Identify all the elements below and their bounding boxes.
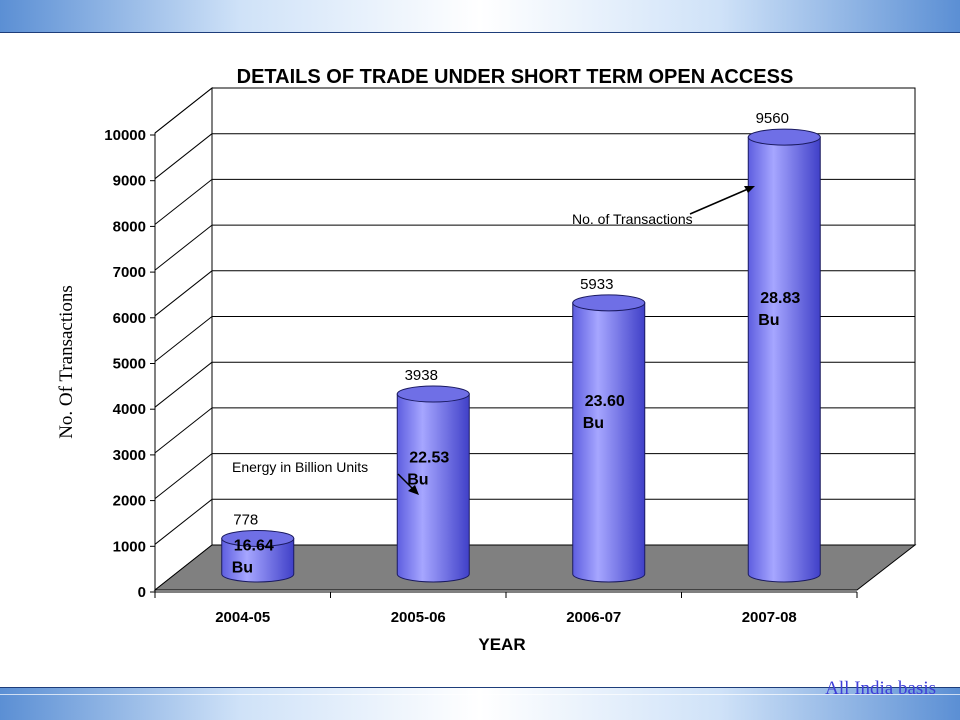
y-tick-label: 4000: [113, 401, 146, 418]
y-tick-label: 10000: [104, 127, 146, 144]
y-tick-label: 2000: [113, 493, 146, 510]
y-tick-labels: 0 1000 2000 3000 4000 5000 6000 7000 8000 9000 100…: [104, 127, 155, 601]
y-tick-label: 9000: [113, 173, 146, 190]
floor: [153, 544, 917, 591]
value-label: 9560: [756, 110, 789, 127]
gridline: [154, 498, 213, 545]
y-tick-label: 3000: [113, 447, 146, 464]
gridline: [154, 453, 213, 499]
energy-arrowhead: [408, 485, 419, 495]
gridline: [154, 361, 213, 408]
energy-value: 16.64: [234, 537, 274, 554]
chart-title: DETAILS OF TRADE UNDER SHORT TERM OPEN A…: [237, 66, 794, 88]
bar-top: [396, 385, 470, 403]
transactions-arrowhead: [744, 186, 755, 193]
energy-value: 28.83: [760, 290, 800, 307]
gridline: [154, 179, 213, 225]
top-banner: [0, 0, 960, 33]
x-tick-label: 2004-05: [215, 609, 270, 626]
energy-unit: Bu: [758, 312, 779, 329]
bar-body: [572, 302, 646, 583]
value-label: 5933: [580, 276, 613, 293]
y-axis-label: No. Of Transactions: [56, 285, 77, 439]
bar-2006-07: [572, 294, 646, 583]
gridline: [154, 407, 213, 454]
y-tick-label: 0: [138, 584, 146, 601]
bar-2007-08: [747, 128, 821, 583]
energy-value: 22.53: [409, 449, 449, 466]
bars: [221, 128, 821, 583]
energy-value: 23.60: [585, 393, 625, 410]
bar-top: [221, 529, 295, 547]
energy-arrow: [397, 473, 415, 491]
y-tick-label: 7000: [113, 264, 146, 281]
x-tick-label: 2006-07: [566, 609, 621, 626]
bar-2004-05: [221, 529, 295, 583]
gridline: [154, 316, 213, 362]
energy-labels: 16.64 Bu 22.53 Bu 23.60 Bu 28.83 Bu: [232, 290, 801, 576]
x-tick-labels: 2004-05 2005-06 2006-07 2007-08: [154, 592, 858, 626]
bar-body: [396, 393, 470, 583]
y-tick-label: 6000: [113, 310, 146, 327]
value-label: 778: [233, 511, 258, 528]
y-tick-label: 8000: [113, 218, 146, 235]
energy-unit: Bu: [583, 415, 604, 432]
x-tick-label: 2007-08: [742, 609, 797, 626]
energy-annotation: Energy in Billion Units: [232, 459, 368, 475]
energy-unit: Bu: [407, 471, 428, 488]
energy-unit: Bu: [232, 559, 253, 576]
bar-top: [747, 128, 821, 146]
gridline: [154, 224, 213, 271]
value-labels: 778 3938 5933 9560: [233, 110, 789, 528]
transactions-annotation: No. of Transactions: [572, 211, 693, 227]
transactions-arrow: [689, 188, 749, 215]
x-axis-label: YEAR: [478, 635, 525, 654]
bottom-banner: [0, 687, 960, 720]
gridline: [154, 87, 213, 134]
bar-top: [572, 294, 646, 312]
value-label: 3938: [405, 367, 438, 384]
footnote: All India basis: [825, 678, 936, 699]
x-tick-label: 2005-06: [391, 609, 446, 626]
bar-body: [747, 136, 821, 583]
gridline: [154, 133, 213, 180]
bar-2005-06: [396, 385, 470, 583]
bar-body: [221, 537, 295, 583]
gridline: [154, 270, 213, 317]
y-tick-label: 5000: [113, 356, 146, 373]
y-tick-label: 1000: [113, 538, 146, 555]
